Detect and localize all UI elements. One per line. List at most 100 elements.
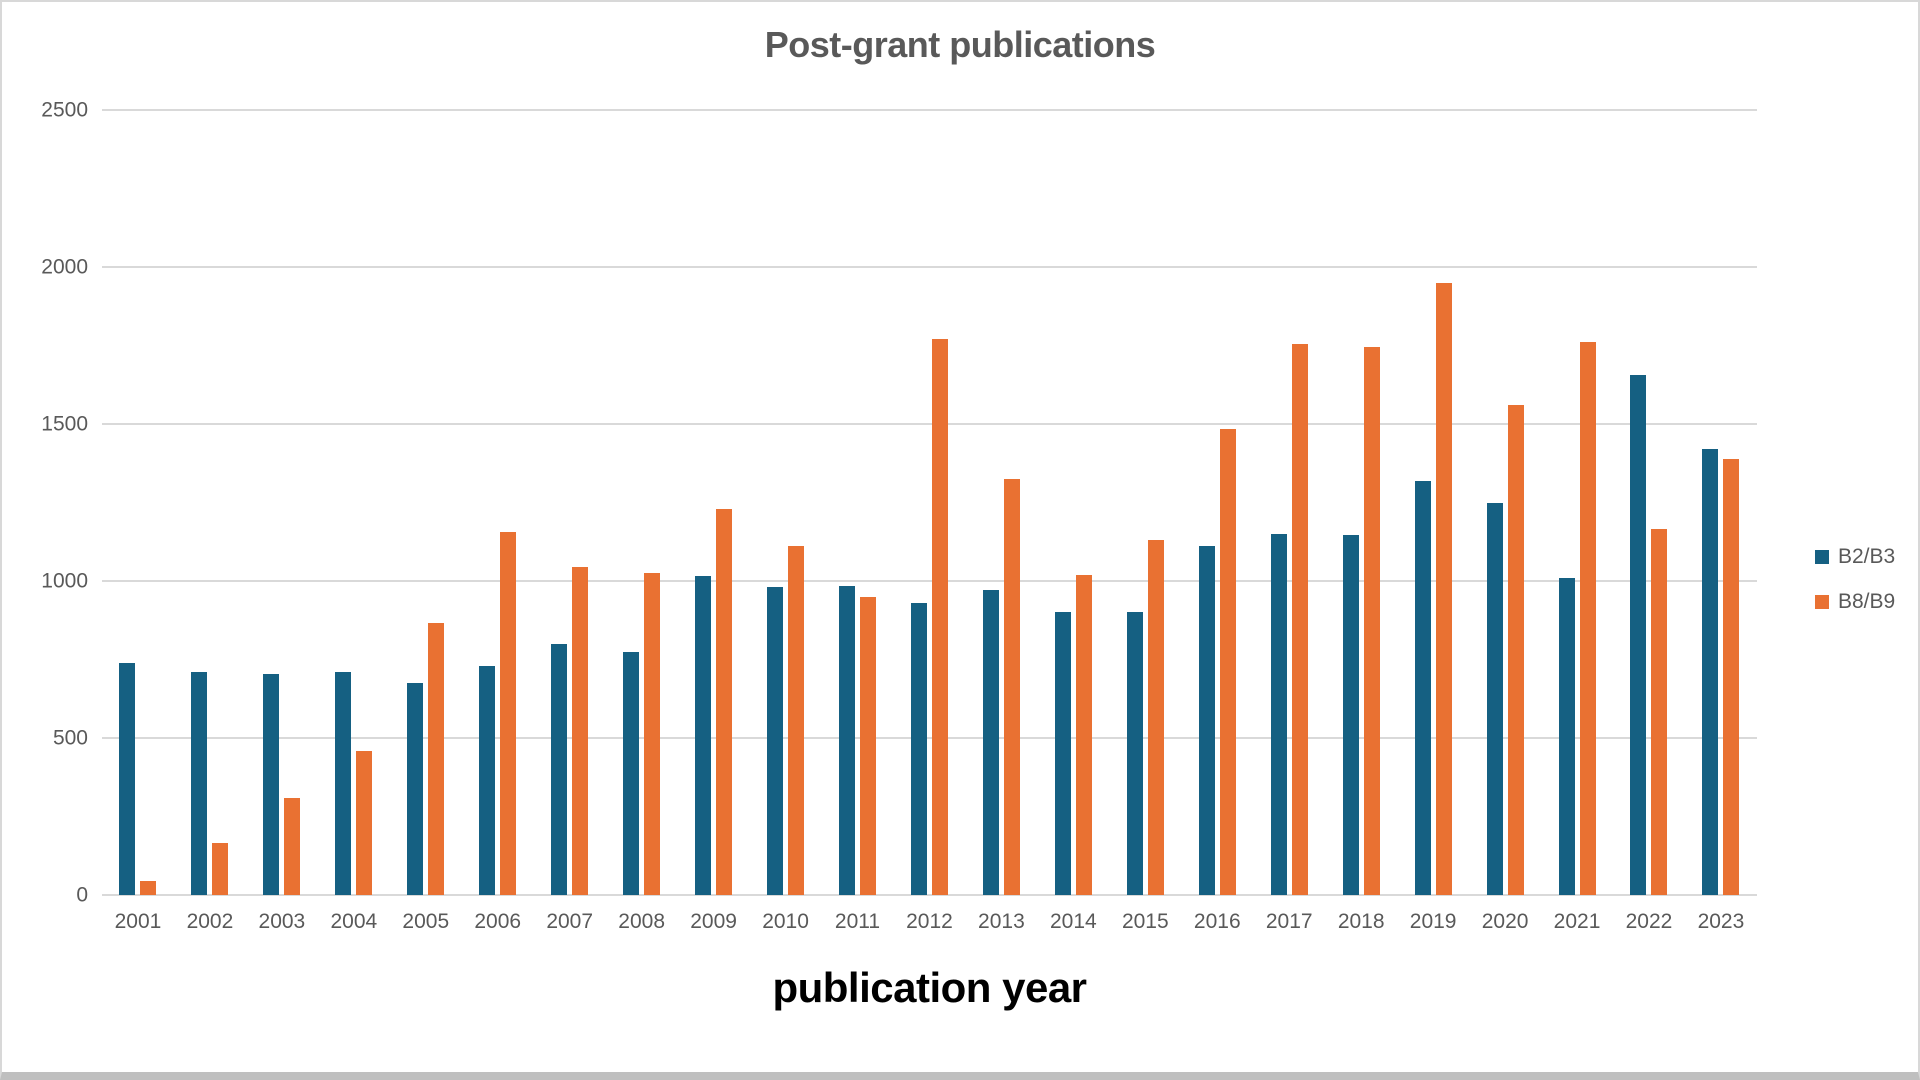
bar-b8b9-2002: [212, 843, 229, 895]
y-tick-label: 500: [52, 726, 88, 750]
bar-group-2017: [1253, 110, 1325, 895]
x-tick-label-2015: 2015: [1121, 910, 1169, 933]
bar-b8b9-2009: [716, 508, 733, 895]
bar-b2b3-2001: [119, 662, 136, 895]
x-tick-label-2012: 2012: [906, 910, 953, 933]
y-tick-label: 1500: [41, 412, 88, 436]
bar-b8b9-2003: [284, 797, 301, 895]
legend-label-b8b9: B8/B9: [1838, 590, 1896, 613]
bar-group-2014: [1037, 110, 1109, 895]
chart-title: Post-grant publications: [764, 24, 1156, 65]
bar-b2b3-2006: [479, 665, 496, 895]
bar-b2b3-2015: [1126, 612, 1143, 895]
bar-b8b9-2019: [1435, 282, 1452, 895]
bar-b2b3-2020: [1486, 502, 1503, 895]
bar-b2b3-2007: [551, 643, 568, 895]
bar-b8b9-2013: [1003, 478, 1020, 895]
bar-b2b3-2008: [623, 651, 640, 895]
bar-b8b9-2022: [1651, 529, 1668, 895]
bar-b8b9-2004: [356, 750, 373, 895]
bar-b2b3-2002: [191, 672, 208, 895]
bar-group-2006: [462, 110, 534, 895]
bar-group-2004: [318, 110, 390, 895]
bar-b8b9-2001: [140, 880, 157, 895]
bar-b8b9-2020: [1507, 405, 1524, 895]
bar-b8b9-2017: [1291, 343, 1308, 895]
gridline: [102, 737, 1757, 739]
bar-b2b3-2016: [1198, 546, 1215, 895]
bar-b2b3-2005: [407, 683, 424, 895]
y-tick-label: 2500: [41, 98, 88, 122]
bar-group-2011: [822, 110, 894, 895]
bar-b8b9-2007: [572, 566, 589, 895]
bar-b8b9-2008: [644, 573, 661, 895]
x-tick-label-2010: 2010: [762, 910, 809, 933]
x-tick-label-2007: 2007: [546, 910, 594, 933]
x-tick-label-2003: 2003: [258, 910, 306, 933]
bar-b8b9-2018: [1363, 347, 1380, 895]
bar-group-2007: [534, 110, 606, 895]
bar-b8b9-2015: [1147, 540, 1164, 895]
bar-b2b3-2009: [695, 576, 712, 895]
x-tick-label-2009: 2009: [690, 910, 737, 933]
bar-group-2003: [246, 110, 318, 895]
bar-b2b3-2011: [839, 585, 855, 895]
bar-b2b3-2013: [982, 590, 999, 895]
bar-b2b3-2021: [1558, 577, 1575, 895]
bar-b8b9-2006: [500, 532, 517, 895]
bar-b8b9-2010: [788, 546, 805, 895]
gridline: [102, 423, 1757, 425]
gridline: [102, 580, 1757, 582]
bar-group-2008: [606, 110, 678, 895]
bar-b8b9-2011: [860, 596, 876, 895]
plot-area: [102, 109, 1757, 896]
x-tick-label-2020: 2020: [1481, 910, 1529, 933]
x-tick-label-2006: 2006: [474, 910, 522, 933]
x-tick-label-2005: 2005: [402, 910, 450, 933]
bar-b8b9-2005: [428, 623, 445, 895]
bar-b2b3-2010: [767, 587, 784, 895]
x-tick-label-2011: 2011: [834, 910, 881, 933]
bar-b2b3-2003: [263, 673, 280, 895]
x-tick-label-2001: 2001: [114, 910, 162, 933]
bar-b8b9-2014: [1075, 574, 1092, 895]
x-axis-line: [102, 894, 1757, 896]
bar-group-2020: [1469, 110, 1541, 895]
x-tick-label-2022: 2022: [1625, 910, 1673, 933]
bar-b8b9-2012: [931, 339, 948, 895]
bar-group-2005: [390, 110, 462, 895]
bar-groups-container: [102, 110, 1757, 895]
x-tick-label-2018: 2018: [1337, 910, 1385, 933]
x-tick-label-2021: 2021: [1553, 910, 1601, 933]
x-tick-label-2019: 2019: [1409, 910, 1457, 933]
bar-b2b3-2004: [335, 672, 352, 895]
x-axis-tick-labels: 2001 2002 2003 2004 2005 2006 2007 2008 2009 2010…: [102, 910, 1757, 934]
gridline: [102, 109, 1757, 111]
legend-item-b2b3: B2/B3: [1815, 546, 1895, 567]
x-tick-label-2023: 2023: [1697, 910, 1745, 933]
legend-swatch-b2b3-icon: [1815, 549, 1829, 564]
bar-b2b3-2017: [1270, 533, 1287, 895]
bar-group-2010: [750, 110, 822, 895]
bar-b2b3-2023: [1702, 449, 1719, 895]
bar-group-2012: [893, 110, 965, 895]
bar-group-2022: [1613, 110, 1685, 895]
x-tick-label-2017: 2017: [1265, 910, 1313, 933]
x-tick-label-2016: 2016: [1193, 910, 1241, 933]
bar-group-2001: [102, 110, 174, 895]
x-tick-label-2013: 2013: [978, 910, 1025, 933]
y-tick-label: 2000: [41, 255, 88, 279]
x-tick-label-2004: 2004: [330, 910, 378, 933]
x-axis-title: publication year: [772, 964, 1087, 1011]
legend-swatch-b8b9-icon: [1815, 594, 1829, 609]
bar-b8b9-2023: [1723, 458, 1740, 895]
bar-group-2016: [1181, 110, 1253, 895]
x-tick-label-2008: 2008: [618, 910, 665, 933]
bar-group-2002: [174, 110, 246, 895]
y-axis-tick-labels: 0 500 1000 1500 2000 2500: [2, 100, 88, 906]
bar-group-2015: [1109, 110, 1181, 895]
bar-group-2009: [678, 110, 750, 895]
bar-group-2013: [965, 110, 1037, 895]
y-tick-label: 1000: [41, 569, 88, 593]
